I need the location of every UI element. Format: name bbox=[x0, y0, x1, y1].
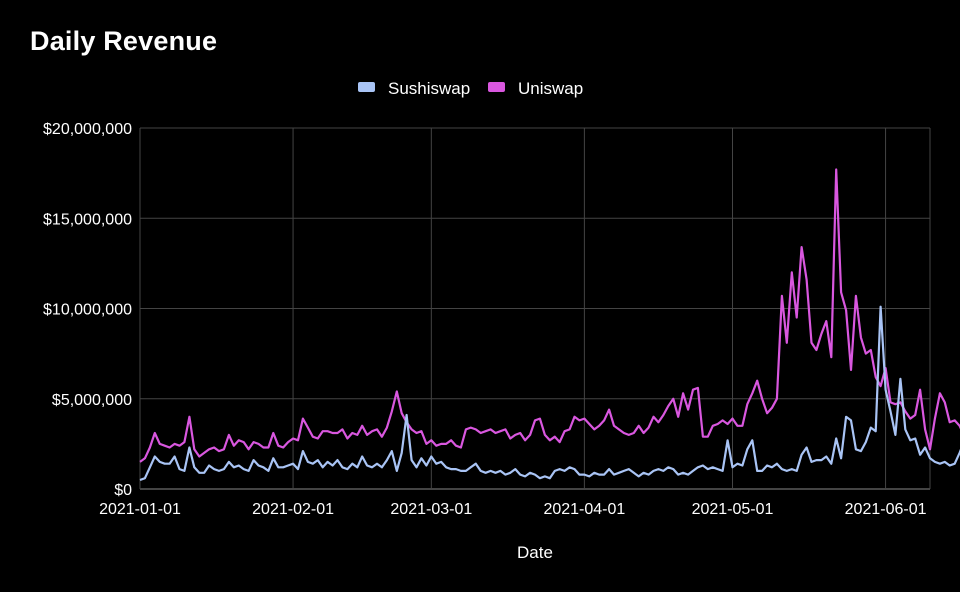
series-line-sushiswap bbox=[139, 305, 960, 482]
y-tick-label: $15,000,000 bbox=[43, 211, 132, 228]
y-tick-label: $5,000,000 bbox=[52, 392, 132, 409]
legend-swatch bbox=[358, 82, 375, 92]
y-tick-label: $10,000,000 bbox=[43, 302, 132, 319]
x-tick-label: 2021-06-01 bbox=[845, 501, 927, 518]
grid bbox=[139, 127, 931, 490]
legend-item-uniswap[interactable]: Uniswap bbox=[488, 79, 583, 98]
legend[interactable]: Sushiswap Uniswap bbox=[358, 79, 583, 98]
x-tick-label: 2021-02-01 bbox=[252, 501, 334, 518]
x-tick-label: 2021-05-01 bbox=[692, 501, 774, 518]
series-line-uniswap bbox=[139, 168, 960, 463]
x-tick-label: 2021-03-01 bbox=[390, 501, 472, 518]
chart-title: Daily Revenue bbox=[30, 26, 218, 56]
x-axis-label: Date bbox=[517, 543, 553, 562]
series-lines bbox=[139, 168, 960, 482]
y-axis: $0 $5,000,000 $10,000,000 $15,000,000 $20,00… bbox=[43, 121, 132, 499]
legend-item-sushiswap[interactable]: Sushiswap bbox=[358, 79, 470, 98]
legend-label: Uniswap bbox=[518, 79, 583, 98]
x-tick-label: 2021-04-01 bbox=[543, 501, 625, 518]
x-axis: 2021-01-01 2021-02-01 2021-03-01 2021-04-01… bbox=[99, 501, 927, 518]
legend-label: Sushiswap bbox=[388, 79, 470, 98]
x-tick-label: 2021-01-01 bbox=[99, 501, 181, 518]
y-tick-label: $0 bbox=[114, 482, 132, 499]
y-tick-label: $20,000,000 bbox=[43, 121, 132, 138]
legend-swatch bbox=[488, 82, 505, 92]
